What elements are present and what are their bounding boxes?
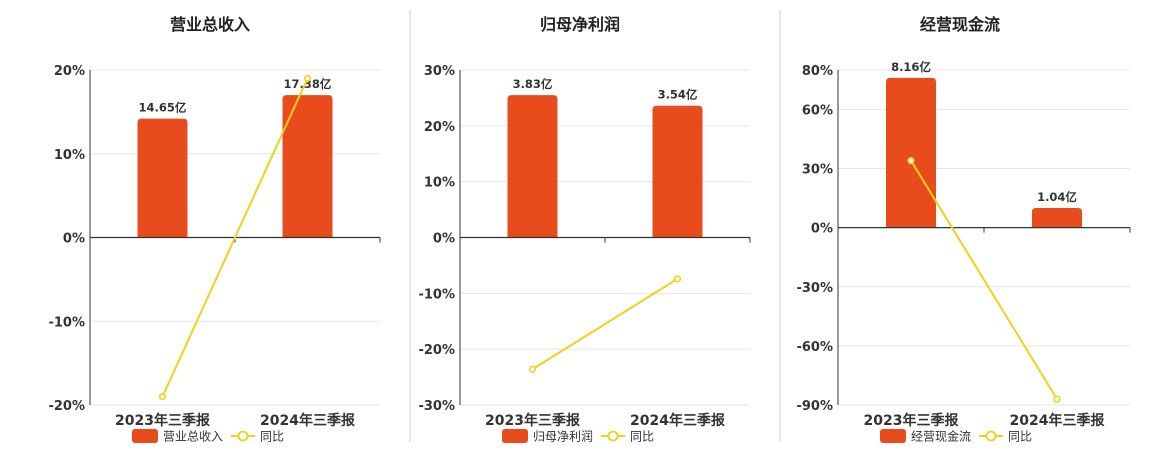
yoy-line: [161, 77, 309, 398]
y-tick-label: 30%: [802, 163, 833, 178]
legend-line-marker[interactable]: [237, 430, 249, 442]
bar[interactable]: [652, 105, 703, 238]
bar[interactable]: [137, 118, 188, 238]
yoy-point[interactable]: [1053, 395, 1061, 403]
legend-line-marker[interactable]: [985, 430, 997, 442]
yoy-line: [910, 160, 1058, 400]
bar[interactable]: [1032, 207, 1082, 228]
y-tick-label: -10%: [48, 315, 85, 330]
y-tick-label: 10%: [54, 148, 85, 163]
category-label: 2023年三季报: [485, 412, 580, 429]
y-tick-label: -60%: [796, 340, 833, 355]
yoy-line: [531, 277, 679, 371]
bar[interactable]: [886, 77, 936, 228]
yoy-point[interactable]: [673, 275, 682, 283]
bar-value-label: 3.83亿: [513, 77, 553, 91]
y-tick-label: 80%: [802, 64, 833, 79]
y-tick-label: 20%: [54, 64, 85, 79]
category-label: 2024年三季报: [260, 412, 355, 429]
yoy-point[interactable]: [528, 365, 537, 373]
legend-line-marker[interactable]: [607, 430, 619, 442]
y-tick-label: -20%: [48, 399, 85, 414]
y-tick-label: -90%: [796, 399, 833, 414]
category-label: 2024年三季报: [630, 412, 725, 429]
y-tick-label: -10%: [418, 287, 455, 302]
legend-bar-swatch[interactable]: [880, 429, 906, 443]
bar-value-label: 3.54亿: [658, 88, 698, 102]
y-tick-label: 0%: [433, 232, 455, 247]
y-tick-label: -20%: [418, 343, 455, 358]
chart-title: 营业总收入: [170, 15, 250, 34]
legend-bar-label[interactable]: 营业总收入: [163, 430, 223, 444]
chart-title: 经营现金流: [920, 15, 1000, 34]
y-tick-label: 20%: [424, 120, 455, 135]
yoy-point[interactable]: [158, 393, 167, 401]
bar[interactable]: [282, 95, 333, 238]
y-tick-label: 0%: [811, 222, 833, 237]
legend-bar-label[interactable]: 归母净利润: [533, 430, 593, 444]
y-tick-label: 60%: [802, 103, 833, 118]
bar-value-label: 8.16亿: [891, 60, 931, 74]
y-tick-label: 10%: [424, 176, 455, 191]
legend-line-label[interactable]: 同比: [1008, 430, 1032, 444]
category-label: 2023年三季报: [115, 412, 210, 429]
category-label: 2023年三季报: [864, 412, 959, 429]
y-tick-label: 30%: [424, 64, 455, 79]
legend-bar-swatch[interactable]: [502, 429, 528, 443]
legend-line-label[interactable]: 同比: [630, 430, 654, 444]
y-tick-label: -30%: [796, 281, 833, 296]
yoy-point[interactable]: [907, 157, 915, 165]
y-tick-label: 0%: [63, 232, 85, 247]
bar-value-label: 17.38亿: [284, 77, 332, 91]
yoy-point[interactable]: [303, 74, 312, 82]
bar-value-label: 14.65亿: [139, 101, 187, 115]
legend-bar-swatch[interactable]: [132, 429, 158, 443]
y-tick-label: -30%: [418, 399, 455, 414]
chart-title: 归母净利润: [540, 15, 620, 34]
bar-value-label: 1.04亿: [1037, 190, 1077, 204]
legend-bar-label[interactable]: 经营现金流: [911, 429, 971, 444]
bar[interactable]: [507, 95, 558, 238]
legend-line-label[interactable]: 同比: [260, 430, 284, 444]
category-label: 2024年三季报: [1010, 412, 1105, 429]
